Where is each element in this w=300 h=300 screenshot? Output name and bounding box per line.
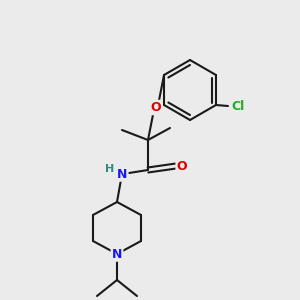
- Text: O: O: [151, 101, 161, 114]
- Text: Cl: Cl: [231, 100, 244, 113]
- Text: O: O: [177, 160, 187, 172]
- Text: H: H: [105, 164, 115, 174]
- Text: N: N: [112, 248, 122, 260]
- Text: N: N: [117, 167, 127, 181]
